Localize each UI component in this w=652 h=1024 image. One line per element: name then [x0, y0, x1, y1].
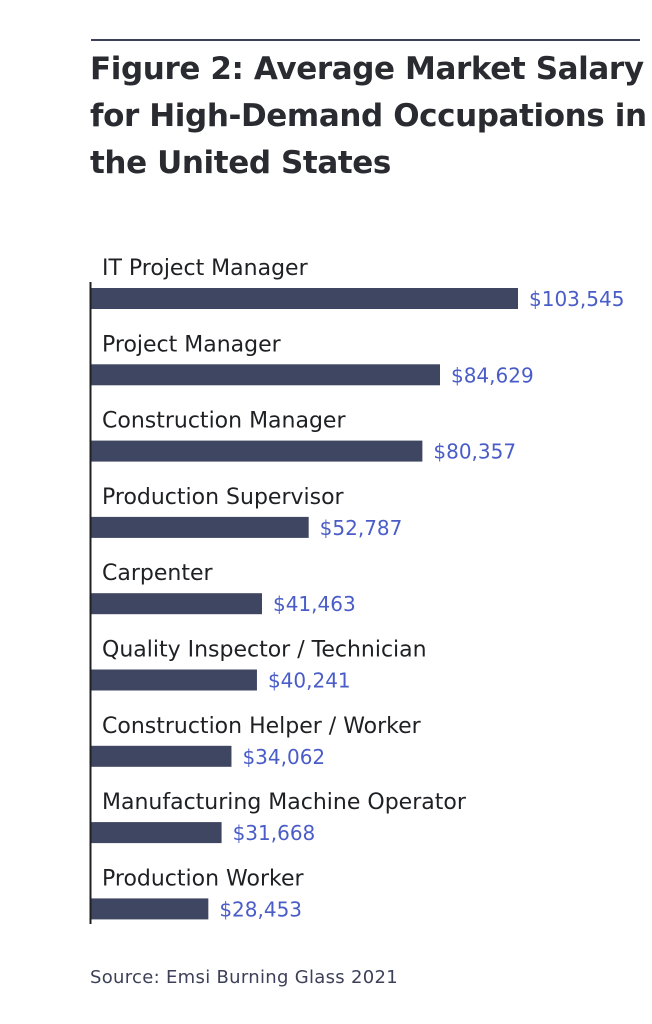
category-label: Carpenter: [102, 561, 213, 586]
chart-marks: IT Project Manager $103,545 Project Manage…: [91, 256, 624, 921]
value-label: $28,453: [219, 897, 302, 921]
category-label: Production Supervisor: [102, 485, 345, 510]
chart-title: Figure 2: Average Market Salary for High…: [90, 51, 647, 181]
category-label: IT Project Manager: [102, 256, 309, 281]
category-label: Quality Inspector / Technician: [102, 638, 427, 663]
bar: [91, 593, 262, 615]
value-label: $31,668: [233, 821, 316, 845]
value-label: $40,241: [268, 669, 351, 693]
category-label: Manufacturing Machine Operator: [102, 790, 467, 815]
value-label: $84,629: [451, 363, 534, 387]
value-label: $34,062: [242, 745, 325, 769]
category-label: Project Manager: [102, 332, 282, 357]
bar: [91, 669, 257, 691]
bar: [91, 745, 232, 767]
bar: [91, 822, 222, 844]
source-note: Source: Emsi Burning Glass 2021: [90, 967, 398, 988]
value-label: $52,787: [320, 516, 403, 540]
value-label: $103,545: [529, 287, 624, 311]
bar: [91, 516, 309, 538]
category-label: Construction Manager: [102, 409, 346, 434]
category-label: Construction Helper / Worker: [102, 714, 422, 739]
value-label: $41,463: [273, 592, 356, 616]
category-label: Production Worker: [102, 866, 305, 891]
title-rule: [91, 39, 640, 41]
bar: [91, 288, 518, 309]
bar: [91, 898, 209, 920]
bar: [91, 364, 440, 386]
value-label: $80,357: [433, 440, 516, 464]
bar: [91, 440, 423, 462]
